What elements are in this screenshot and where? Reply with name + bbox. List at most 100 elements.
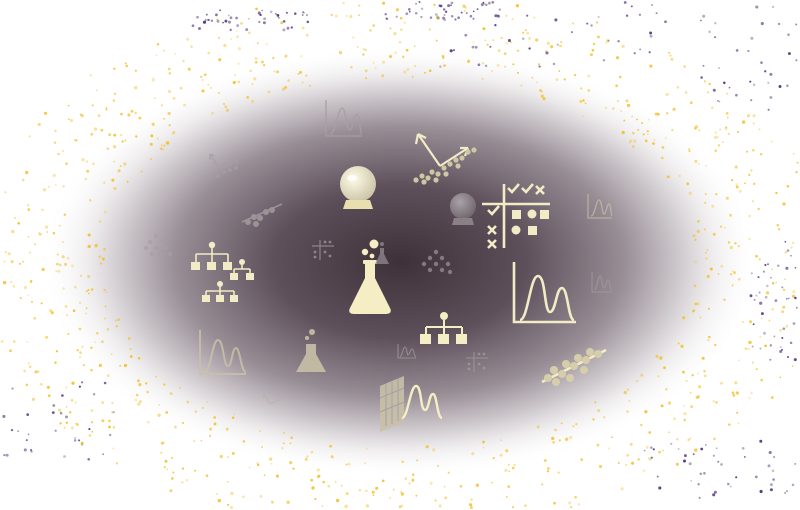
particle-dot [94, 341, 97, 344]
particle-dot [58, 224, 61, 227]
particle-dot [79, 274, 83, 278]
particle-dot [505, 495, 508, 498]
particle-dot [516, 71, 519, 74]
particle-dot [81, 158, 85, 162]
particle-dot [592, 418, 595, 421]
particle-dot [79, 113, 82, 116]
particle-dot [670, 57, 674, 61]
particle-dot [769, 72, 773, 76]
particle-dot [703, 369, 706, 373]
particle-dot [317, 474, 321, 478]
particle-dot [775, 281, 778, 284]
particle-dot [70, 264, 74, 268]
particle-dot [784, 240, 787, 243]
particle-dot [652, 448, 655, 451]
particle-dot [152, 79, 155, 82]
particle-dot [696, 219, 700, 223]
particle-dot [286, 26, 290, 30]
particle-dot [524, 504, 527, 507]
particle-dot [123, 363, 128, 368]
particle-dot [269, 457, 273, 461]
particle-dot [697, 163, 700, 165]
particle-dot [465, 12, 468, 14]
particle-dot [764, 295, 768, 299]
particle-dot [650, 446, 653, 449]
particle-dot [185, 479, 189, 482]
particle-dot [167, 111, 171, 116]
particle-dot [764, 263, 767, 267]
particle-dot [666, 112, 669, 115]
particle-dot [771, 469, 775, 473]
particle-dot [19, 296, 22, 300]
particle-dot [108, 419, 111, 423]
particle-dot [758, 258, 761, 261]
particle-dot [11, 387, 14, 390]
particle-dot [524, 29, 527, 32]
particle-dot [164, 459, 168, 463]
particle-dot [61, 241, 64, 244]
particle-dot [127, 113, 131, 117]
particle-dot [109, 433, 112, 437]
particle-dot [305, 33, 309, 37]
particle-dot [626, 410, 629, 413]
particle-dot [182, 60, 185, 63]
particle-dot [305, 14, 308, 16]
particle-dot [442, 57, 445, 60]
particle-dot [23, 285, 28, 290]
particle-dot [265, 43, 268, 46]
peaks-chart-faint-icon [591, 272, 613, 293]
particle-dot [646, 133, 649, 136]
particle-dot [434, 13, 438, 16]
particle-dot [78, 355, 82, 359]
particle-dot [714, 135, 718, 140]
particle-dot [759, 152, 763, 156]
particle-dot [100, 262, 103, 265]
particle-dot [26, 413, 30, 416]
particle-dot [449, 49, 453, 53]
particle-dot [572, 425, 575, 428]
particle-dot [250, 99, 255, 104]
particle-dot [443, 485, 446, 488]
particle-dot [767, 263, 769, 265]
particle-dot [675, 462, 679, 466]
particle-dot [121, 140, 124, 143]
particle-dot [105, 106, 108, 109]
particle-dot [366, 447, 368, 450]
particle-dot [771, 281, 775, 285]
particle-dot [559, 44, 562, 48]
particle-dot [251, 83, 254, 85]
particle-dot [682, 370, 685, 374]
particle-dot [637, 128, 640, 132]
particle-dot [52, 404, 56, 407]
particle-dot [664, 137, 667, 140]
particle-dot [99, 220, 102, 223]
particle-dot [283, 431, 286, 434]
particle-dot [204, 19, 207, 21]
particle-dot [731, 270, 734, 272]
particle-dot [749, 80, 752, 83]
particle-dot [717, 100, 719, 102]
particle-dot [26, 341, 29, 343]
particle-dot [582, 99, 585, 102]
particle-dot [207, 84, 209, 86]
particle-dot [737, 277, 741, 281]
particle-dot [791, 483, 795, 487]
particle-dot [491, 481, 493, 484]
particle-dot [747, 49, 750, 53]
particle-dot [69, 118, 74, 123]
particle-dot [149, 142, 153, 146]
particle-dot [491, 0, 495, 4]
particle-dot [710, 106, 714, 110]
particle-dot [748, 214, 751, 218]
particle-dot [362, 53, 365, 56]
particle-dot [677, 342, 680, 345]
particle-dot [19, 262, 22, 265]
particle-dot [436, 16, 440, 20]
particle-dot [104, 305, 107, 308]
particle-dot [703, 228, 706, 231]
particle-dot [63, 455, 66, 458]
particle-dot [776, 223, 780, 227]
particle-dot [503, 52, 507, 56]
particle-dot [779, 349, 783, 354]
